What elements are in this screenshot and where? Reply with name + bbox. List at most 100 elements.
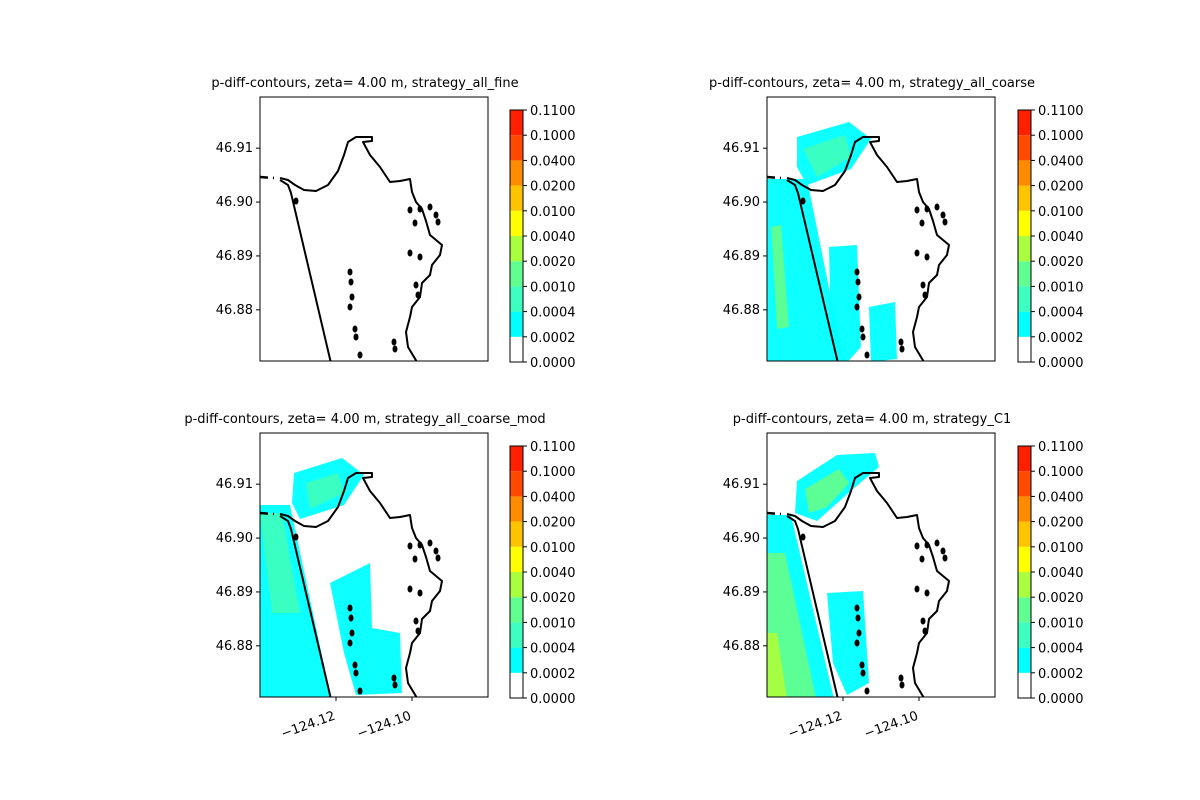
island-marker xyxy=(800,533,806,541)
island-marker xyxy=(924,253,930,261)
island-marker xyxy=(400,371,405,378)
island-marker xyxy=(347,303,353,311)
colorbar-tick-label: 0.0010 xyxy=(1038,616,1084,631)
island-marker xyxy=(353,333,359,341)
map-panel-3: p-diff-contours, zeta= 4.00 m, strategy_… xyxy=(184,412,575,742)
colorbar-tick-label: 0.0400 xyxy=(1038,490,1084,505)
island-marker xyxy=(854,639,860,647)
colorbar-segment xyxy=(510,210,523,236)
colorbar-tick-label: 0.0100 xyxy=(530,541,576,556)
island-marker xyxy=(914,206,920,214)
colorbar-tick-label: 0.0002 xyxy=(1038,667,1084,682)
colorbar-tick-label: 0.0000 xyxy=(1038,356,1084,371)
island-marker xyxy=(347,639,353,647)
panel-title: p-diff-contours, zeta= 4.00 m, strategy_… xyxy=(211,76,518,91)
island-marker xyxy=(856,629,862,637)
island-marker xyxy=(899,345,905,353)
contour-region xyxy=(803,135,851,177)
island-marker xyxy=(922,291,928,299)
colorbar-tick-label: 0.0020 xyxy=(530,591,576,606)
colorbar-segment xyxy=(510,647,523,673)
y-tick-label: 46.90 xyxy=(216,195,253,210)
coastline-main xyxy=(786,472,950,697)
island-marker xyxy=(417,589,423,597)
axes-frame xyxy=(259,432,489,698)
island-marker xyxy=(860,333,866,341)
colorbar-segment xyxy=(510,446,523,472)
island-marker xyxy=(854,303,860,311)
colorbar-tick-label: 0.0002 xyxy=(530,331,576,346)
coastline-main xyxy=(279,136,443,361)
colorbar-segment xyxy=(1018,622,1031,648)
colorbar-tick-label: 0.0000 xyxy=(530,356,576,371)
colorbar-tick-label: 0.0040 xyxy=(1038,230,1084,245)
island-marker xyxy=(920,281,926,289)
island-marker xyxy=(392,345,398,353)
coastline-dash xyxy=(260,175,275,180)
island-marker xyxy=(353,669,359,677)
contour-region xyxy=(767,633,787,697)
colorbar-tick-label: 0.1000 xyxy=(530,465,576,480)
island-marker xyxy=(920,617,926,625)
x-tick-label: −124.12 xyxy=(786,709,844,742)
island-marker xyxy=(859,325,865,333)
island-marker xyxy=(415,627,421,635)
island-marker xyxy=(922,627,928,635)
island-marker xyxy=(433,211,439,219)
island-marker xyxy=(347,604,353,612)
island-marker xyxy=(859,661,865,669)
island-marker xyxy=(899,681,905,689)
y-tick-label: 46.89 xyxy=(216,585,253,600)
contour-region xyxy=(829,245,861,361)
colorbar-segment xyxy=(510,160,523,186)
island-marker xyxy=(864,687,870,695)
island-marker xyxy=(357,351,363,359)
contour-region xyxy=(771,225,789,329)
y-tick-label: 46.90 xyxy=(723,531,760,546)
colorbar-segment xyxy=(1018,261,1031,287)
island-marker xyxy=(412,219,418,227)
map-panel-4: p-diff-contours, zeta= 4.00 m, strategy_… xyxy=(723,412,1084,742)
colorbar-tick-label: 0.1100 xyxy=(530,440,576,455)
axes-frame xyxy=(259,96,489,362)
coastline-channel xyxy=(786,179,839,361)
colorbar-segment xyxy=(1018,286,1031,312)
colorbar-tick-label: 0.0004 xyxy=(530,642,576,657)
map-content xyxy=(260,136,443,378)
colorbar-segment xyxy=(510,236,523,262)
colorbar-tick-label: 0.0200 xyxy=(530,180,576,195)
coastline-main xyxy=(786,136,950,361)
axes-frame xyxy=(766,432,996,698)
island-marker xyxy=(417,541,423,549)
colorbar-tick-label: 0.0002 xyxy=(530,667,576,682)
colorbar-segment xyxy=(1018,647,1031,673)
colorbar-segment xyxy=(1018,311,1031,337)
colorbar: 0.0000 0.0002 0.0004 0.0010 0.0020 0.0040 0.01… xyxy=(509,440,576,707)
colorbar-tick-label: 0.0020 xyxy=(530,255,576,270)
colorbar-segment xyxy=(1018,336,1031,362)
island-marker xyxy=(914,249,920,257)
island-marker xyxy=(919,219,925,227)
colorbar-tick-label: 0.0100 xyxy=(1038,541,1084,556)
colorbar-segment xyxy=(510,496,523,522)
colorbar-segment xyxy=(1018,597,1031,623)
colorbar-segment xyxy=(1018,471,1031,497)
colorbar-tick-label: 0.1100 xyxy=(1038,440,1084,455)
colorbar-segment xyxy=(510,261,523,287)
colorbar-segment xyxy=(1018,672,1031,698)
colorbar-segment xyxy=(510,597,523,623)
y-tick-label: 46.90 xyxy=(723,195,760,210)
island-marker xyxy=(940,547,946,555)
island-marker xyxy=(905,700,910,707)
y-tick-label: 46.90 xyxy=(216,531,253,546)
island-marker xyxy=(924,205,930,213)
colorbar-tick-label: 0.0200 xyxy=(1038,516,1084,531)
coastline-main xyxy=(279,472,443,697)
colorbar-segment xyxy=(1018,160,1031,186)
island-marker xyxy=(860,669,866,677)
island-marker xyxy=(924,541,930,549)
colorbar-segment xyxy=(510,286,523,312)
colorbar-tick-label: 0.0004 xyxy=(1038,306,1084,321)
colorbar-tick-label: 0.0400 xyxy=(530,154,576,169)
island-marker xyxy=(352,325,358,333)
